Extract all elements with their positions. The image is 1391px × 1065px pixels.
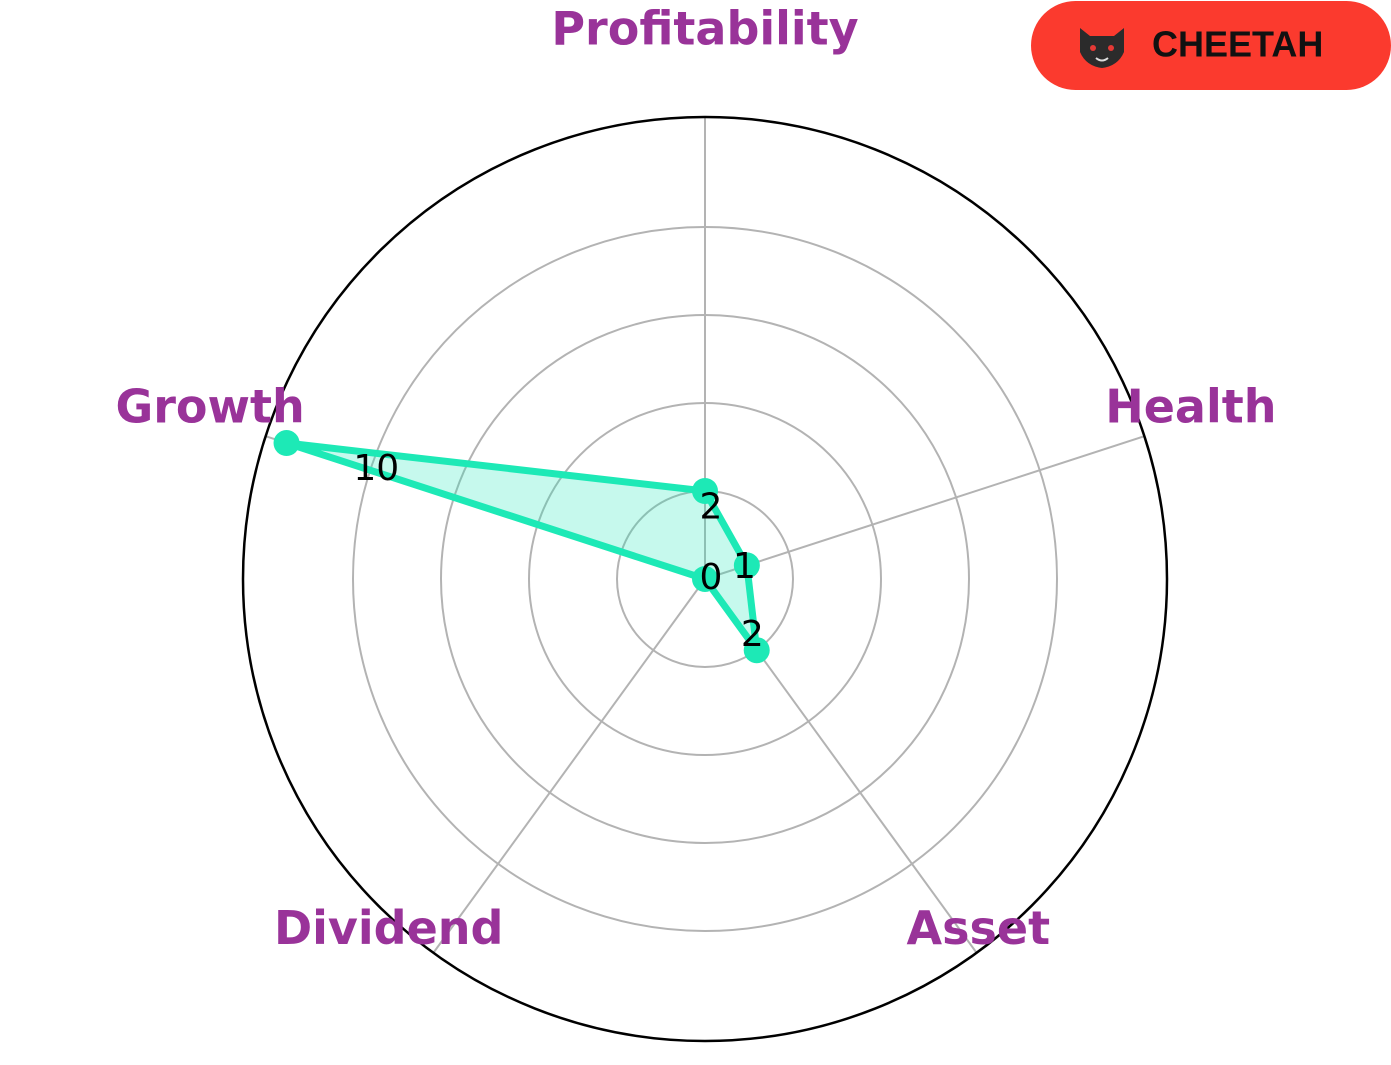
value-label: 1 xyxy=(733,546,756,587)
radar-point xyxy=(273,430,300,457)
badge-label: CHEETAH xyxy=(1152,24,1323,65)
axis-label: Profitability xyxy=(551,2,858,56)
radar-area xyxy=(283,439,761,654)
badge: CHEETAH xyxy=(1031,1,1391,90)
value-label: 10 xyxy=(353,448,399,489)
axis-label: Asset xyxy=(907,901,1051,955)
radar-point xyxy=(743,637,770,664)
value-label: 0 xyxy=(700,557,723,598)
badge-background xyxy=(1031,1,1391,90)
value-label: 2 xyxy=(700,487,723,528)
radar-point xyxy=(733,552,760,579)
radar-point xyxy=(692,478,718,504)
spoke xyxy=(704,435,1145,580)
value-label: 2 xyxy=(741,614,764,655)
radar-point xyxy=(692,566,718,592)
axis-label: Growth xyxy=(115,379,304,433)
axis-label: Dividend xyxy=(274,901,504,955)
cheetah-icon xyxy=(1080,28,1124,68)
spoke xyxy=(432,578,706,954)
axis-label: Health xyxy=(1105,379,1276,433)
outer-circle xyxy=(241,115,1169,1043)
